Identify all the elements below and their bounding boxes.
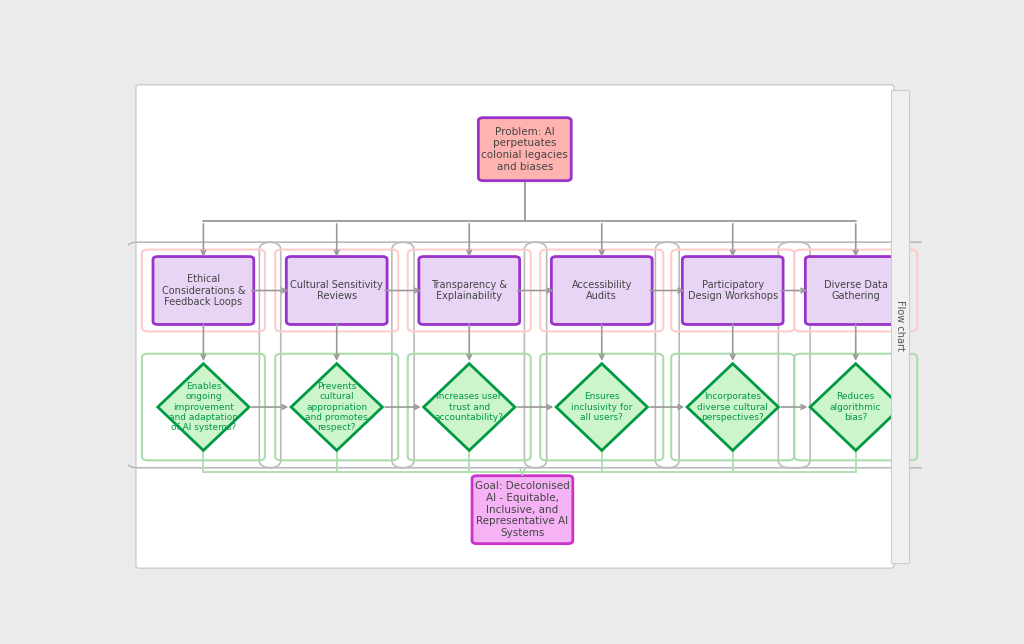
Text: Ensures
inclusivity for
all users?: Ensures inclusivity for all users?	[571, 392, 633, 422]
FancyBboxPatch shape	[287, 256, 387, 325]
Text: Participatory
Design Workshops: Participatory Design Workshops	[688, 279, 778, 301]
Text: Prevents
cultural
appropriation
and promotes
respect?: Prevents cultural appropriation and prom…	[305, 382, 368, 432]
FancyBboxPatch shape	[478, 118, 571, 181]
Polygon shape	[158, 364, 249, 450]
FancyBboxPatch shape	[419, 256, 519, 325]
FancyBboxPatch shape	[551, 256, 652, 325]
Polygon shape	[291, 364, 382, 450]
FancyBboxPatch shape	[153, 256, 254, 325]
Text: Problem: AI
perpetuates
colonial legacies
and biases: Problem: AI perpetuates colonial legacie…	[481, 127, 568, 171]
Text: Ethical
Considerations &
Feedback Loops: Ethical Considerations & Feedback Loops	[162, 274, 245, 307]
FancyBboxPatch shape	[682, 256, 783, 325]
FancyBboxPatch shape	[136, 85, 894, 568]
Polygon shape	[556, 364, 647, 450]
FancyBboxPatch shape	[892, 90, 909, 564]
Text: Diverse Data
Gathering: Diverse Data Gathering	[823, 279, 888, 301]
FancyBboxPatch shape	[805, 256, 906, 325]
Text: Enables
ongoing
improvement
and adaptation
of AI systems?: Enables ongoing improvement and adaptati…	[169, 382, 238, 432]
Text: Increases user
trust and
accountability?: Increases user trust and accountability?	[435, 392, 504, 422]
Text: Flow chart: Flow chart	[895, 300, 905, 350]
Text: Goal: Decolonised
AI - Equitable,
Inclusive, and
Representative AI
Systems: Goal: Decolonised AI - Equitable, Inclus…	[475, 482, 569, 538]
Text: Cultural Sensitivity
Reviews: Cultural Sensitivity Reviews	[291, 279, 383, 301]
Polygon shape	[810, 364, 901, 450]
Text: Accessibility
Audits: Accessibility Audits	[571, 279, 632, 301]
Polygon shape	[424, 364, 515, 450]
Text: Transparency &
Explainability: Transparency & Explainability	[431, 279, 507, 301]
Text: Incorporates
diverse cultural
perspectives?: Incorporates diverse cultural perspectiv…	[697, 392, 768, 422]
FancyBboxPatch shape	[472, 476, 572, 544]
Text: Reduces
algorithmic
bias?: Reduces algorithmic bias?	[830, 392, 882, 422]
Polygon shape	[687, 364, 778, 450]
